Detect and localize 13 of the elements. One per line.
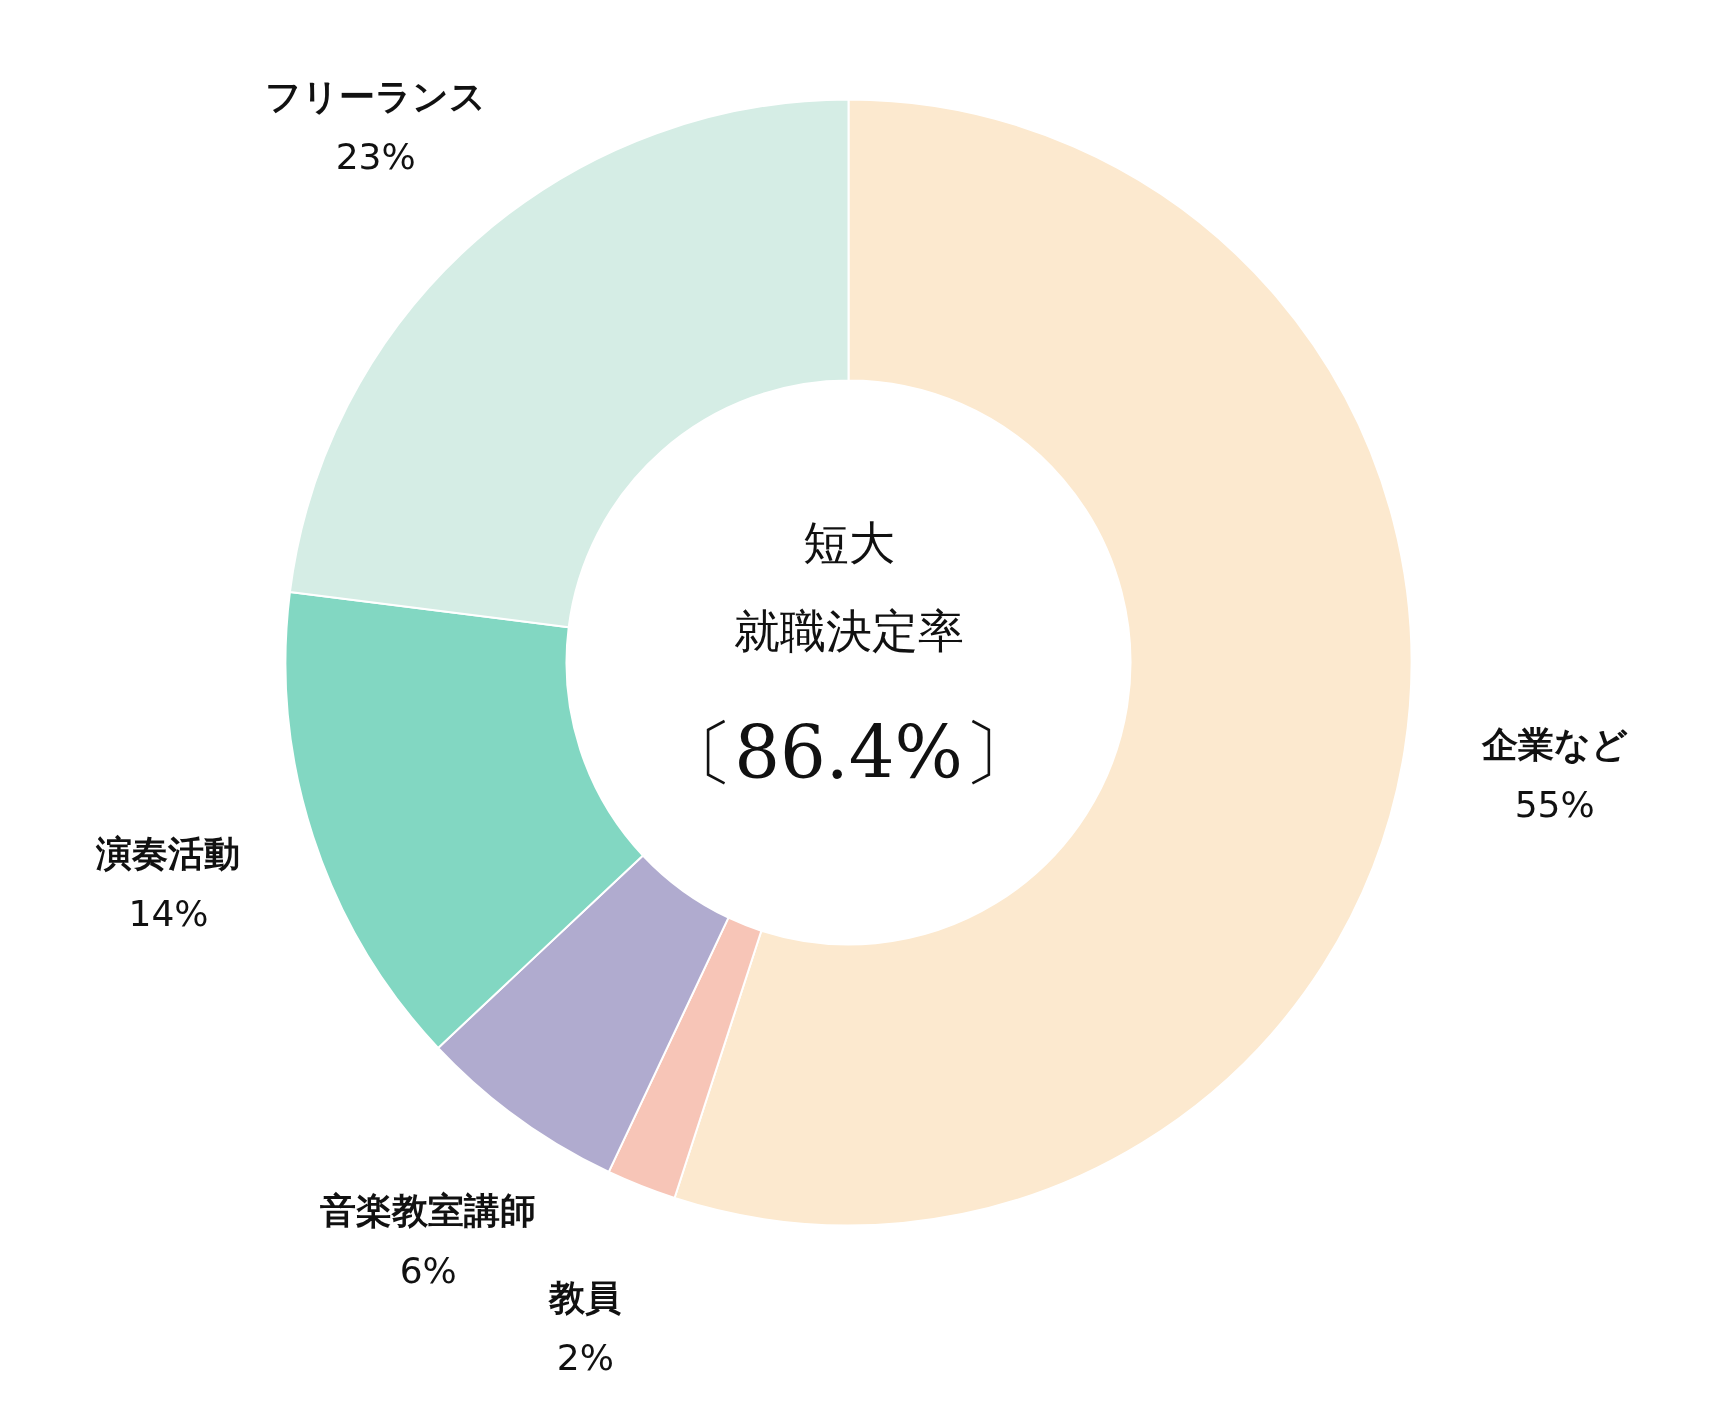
text: 〔86.4%〕 (662, 710, 1035, 795)
text: 就職決定率 (733, 603, 964, 658)
slice-label: 教員 (548, 1276, 622, 1318)
text: 短大 (802, 515, 895, 570)
slice-label: フリーランス (265, 75, 487, 117)
data-label: 55% (1514, 783, 1595, 825)
slice-label: 企業など (1480, 723, 1628, 765)
data-label: 6% (399, 1250, 457, 1292)
data-label: 14% (128, 892, 209, 934)
slice-label: 演奏活動 (95, 832, 241, 874)
data-label: 23% (335, 135, 416, 177)
data-label: 2% (556, 1336, 614, 1378)
slice-label: 音楽教室講師 (320, 1190, 537, 1232)
